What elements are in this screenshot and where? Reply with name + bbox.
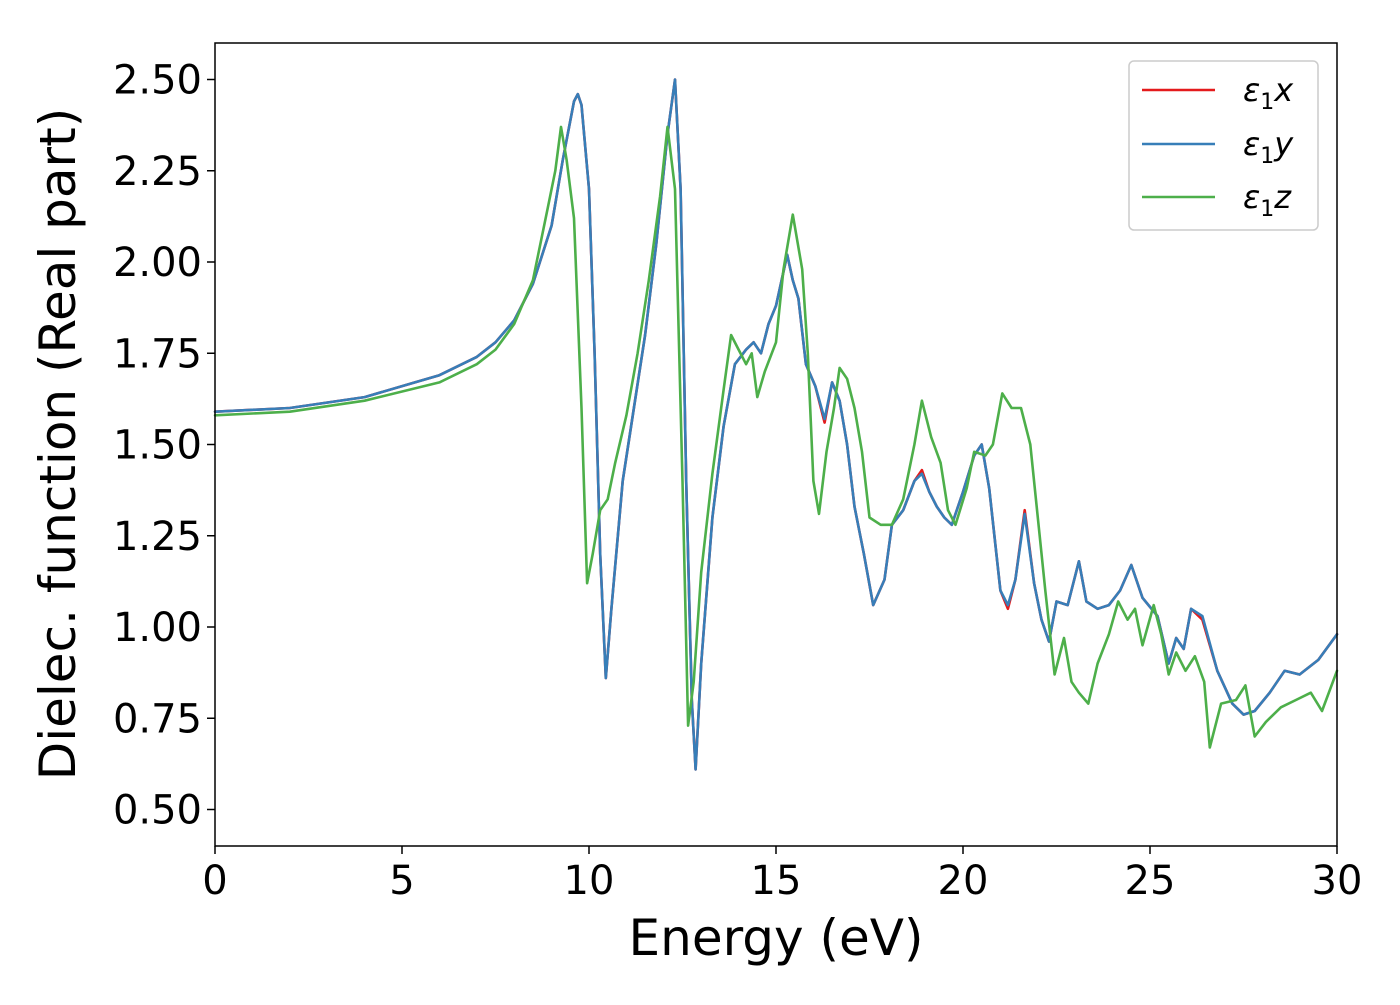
plot-lines	[213, 78, 1339, 771]
x-axis-label: Energy (eV)	[629, 909, 924, 967]
series-line-eps1z	[213, 125, 1339, 749]
legend-label-x: ε1x	[1243, 71, 1294, 115]
y-tick-label: 1.25	[113, 514, 202, 560]
x-tick-label: 0	[202, 858, 227, 904]
y-tick-label: 1.75	[113, 331, 202, 377]
x-tick-label: 30	[1312, 858, 1363, 904]
y-tick-label: 1.50	[113, 423, 202, 469]
legend-label-z: ε1z	[1243, 178, 1292, 222]
x-tick-label: 25	[1125, 858, 1176, 904]
y-axis-ticks: 0.50 0.75 1.00 1.25 1.50 1.75 2.00 2.25 2.50	[113, 58, 215, 834]
x-tick-label: 10	[564, 858, 615, 904]
series-line-eps1y	[213, 78, 1339, 771]
y-axis-label: Dielec. function (Real part)	[29, 108, 87, 780]
y-tick-label: 0.75	[113, 696, 202, 742]
y-tick-label: 1.00	[113, 605, 202, 651]
x-tick-label: 5	[389, 858, 414, 904]
x-axis-ticks: 0 5 10 15 20 25 30	[202, 846, 1362, 904]
y-tick-label: 2.50	[113, 58, 202, 104]
y-tick-label: 2.00	[113, 240, 202, 286]
x-tick-label: 15	[751, 858, 802, 904]
legend-frame	[1128, 60, 1319, 231]
legend-label-y: ε1y	[1243, 125, 1294, 169]
x-tick-label: 20	[938, 858, 989, 904]
y-tick-label: 0.50	[113, 788, 202, 834]
legend: ε1x ε1y ε1z	[1128, 60, 1319, 231]
y-tick-label: 2.25	[113, 149, 202, 195]
